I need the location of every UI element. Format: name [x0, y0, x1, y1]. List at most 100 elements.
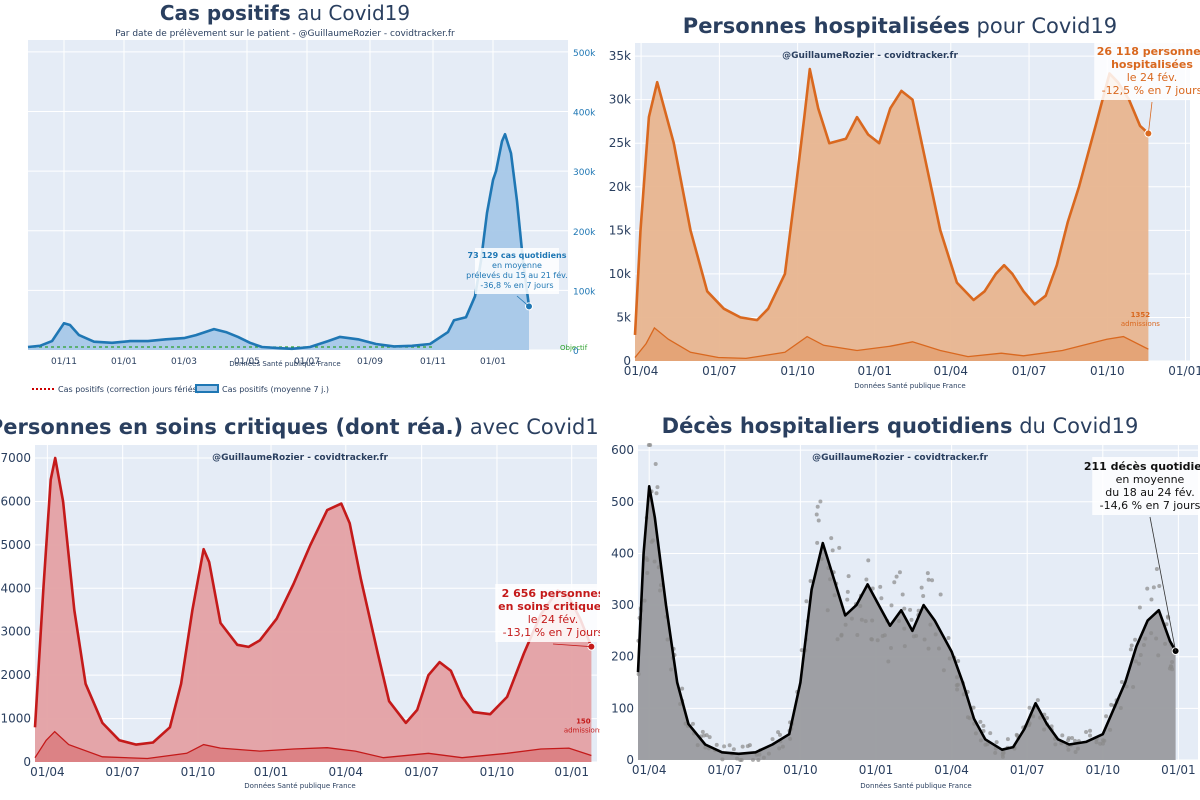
chart-subtitle: Par date de prélèvement sur le patient -… — [115, 28, 455, 39]
x-tick-label: 01/04 — [933, 364, 968, 378]
annotation-box — [1092, 457, 1200, 515]
annotation-line: hospitalisées — [1111, 58, 1193, 71]
annotation-pointer — [552, 643, 592, 648]
daily-point — [665, 637, 670, 642]
daily-point — [1170, 660, 1175, 665]
daily-point — [909, 617, 914, 622]
y-tick-label: 0 — [626, 753, 634, 767]
x-tick-label: 01/04 — [30, 765, 65, 779]
daily-point — [1109, 702, 1114, 707]
y-tick-label: 5000 — [0, 538, 31, 552]
admissions-label: admissions — [1121, 320, 1160, 328]
daily-point — [845, 597, 850, 602]
x-tick-label: 01/10 — [181, 765, 216, 779]
daily-point — [1070, 735, 1075, 740]
daily-point — [1066, 738, 1071, 743]
daily-point — [902, 644, 907, 649]
daily-point — [1000, 754, 1005, 759]
daily-point — [955, 687, 960, 692]
daily-point — [921, 593, 926, 598]
chart-title: Cas positifs au Covid19 — [160, 1, 410, 25]
daily-point — [1044, 715, 1049, 720]
daily-point — [902, 626, 907, 631]
title-bold: Décès hospitaliers quotidiens — [662, 414, 1013, 438]
daily-point — [863, 619, 868, 624]
daily-point — [1133, 659, 1138, 664]
source-label: Données Santé publique France — [860, 782, 971, 790]
daily-point — [653, 462, 658, 467]
daily-point — [1157, 583, 1162, 588]
annotation-line: -14,6 % en 7 jours — [1100, 499, 1200, 512]
daily-point — [1100, 741, 1105, 746]
daily-point — [766, 751, 771, 756]
watermark: @GuillaumeRozier - covidtracker.fr — [212, 453, 388, 463]
x-tick-label: 01/01 — [857, 364, 892, 378]
daily-point — [922, 637, 927, 642]
daily-point — [973, 731, 978, 736]
annotation-line: -36,8 % en 7 jours — [480, 281, 553, 290]
legend-swatch-area — [195, 384, 219, 393]
annotation-pointer — [1149, 516, 1176, 652]
annotation-line: 211 décès quotidiens — [1084, 460, 1200, 473]
daily-point — [649, 539, 654, 544]
daily-point — [875, 638, 880, 643]
daily-point — [911, 634, 916, 639]
daily-point — [858, 604, 863, 609]
admissions-line — [34, 730, 592, 760]
daily-point — [925, 571, 930, 576]
daily-point — [869, 637, 874, 642]
daily-point — [878, 584, 883, 589]
daily-point — [1060, 733, 1065, 738]
daily-point — [819, 557, 824, 562]
x-tick-label: 01/03 — [171, 357, 197, 367]
annotation-line: du 18 au 24 fév. — [1105, 486, 1194, 499]
annotation-box — [1094, 42, 1200, 100]
daily-point — [981, 723, 986, 728]
title-rest: du Covid19 — [1013, 414, 1139, 438]
daily-point — [928, 622, 933, 627]
daily-point — [1138, 652, 1143, 657]
daily-point — [720, 757, 725, 762]
y-tick-label: 400 — [611, 546, 634, 560]
daily-point — [908, 607, 913, 612]
annotation-line: en moyenne — [492, 261, 542, 270]
x-tick-label: 01/07 — [1012, 364, 1047, 378]
annotation-line: le 24 fév. — [1127, 71, 1178, 84]
chart-title: Personnes en soins critiques (dont réa.)… — [0, 415, 600, 439]
daily-point — [978, 719, 983, 724]
legend-item: Cas positifs (correction jours fériés) — [58, 384, 200, 394]
x-tick-label: 01/01 — [480, 357, 506, 367]
daily-point — [870, 618, 875, 623]
title-rest: avec Covid19 — [463, 415, 600, 439]
y-tick-label: 400k — [573, 109, 596, 119]
daily-point — [971, 705, 976, 710]
daily-point — [1084, 730, 1089, 735]
daily-point — [1145, 586, 1150, 591]
x-tick-label: 01/07 — [404, 765, 439, 779]
daily-point — [654, 491, 659, 496]
daily-point — [1131, 685, 1136, 690]
x-tick-label: 01/11 — [420, 357, 446, 367]
daily-point — [849, 616, 854, 621]
daily-point — [843, 622, 848, 627]
daily-point — [1066, 747, 1071, 752]
daily-point — [1137, 605, 1142, 610]
annotation-line: -13,1 % en 7 jours — [503, 626, 600, 639]
daily-point — [735, 756, 740, 761]
daily-point — [1088, 733, 1093, 738]
x-tick-label: 01/10 — [780, 364, 815, 378]
series-end-point — [1171, 647, 1180, 656]
annotation-line: 73 129 cas quotidiens — [468, 251, 567, 260]
x-tick-label: 01/01 — [859, 763, 894, 777]
annotation-line: en moyenne — [1116, 473, 1185, 486]
daily-point — [722, 744, 727, 749]
daily-point — [1149, 631, 1154, 636]
daily-point — [683, 721, 688, 726]
daily-point — [1094, 740, 1099, 745]
daily-point — [1027, 705, 1032, 710]
y-tick-label: 2000 — [0, 668, 31, 682]
objective-label: Objectif — [560, 344, 588, 352]
annotation-pointer — [1147, 101, 1153, 134]
daily-point — [1149, 597, 1154, 602]
daily-point — [955, 682, 960, 687]
